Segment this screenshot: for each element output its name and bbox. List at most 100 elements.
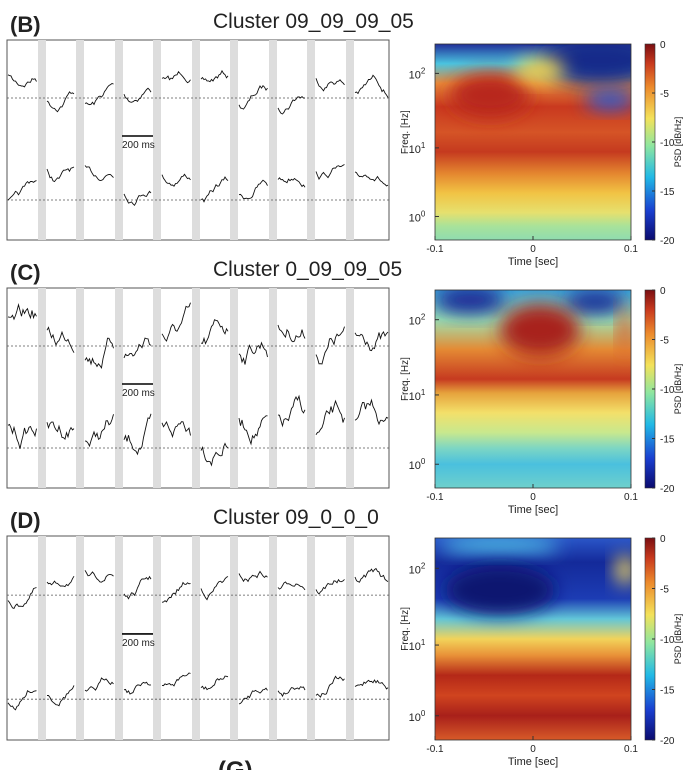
stimulus-band xyxy=(346,288,354,488)
trace xyxy=(7,689,37,711)
trace xyxy=(161,173,191,187)
y-tick-label: 102 xyxy=(409,561,426,576)
trace xyxy=(238,341,268,365)
trace xyxy=(200,442,229,467)
trace xyxy=(238,570,268,583)
y-axis-label: Freq. [Hz] xyxy=(400,110,411,154)
trace xyxy=(46,326,75,353)
y-tick-label: 100 xyxy=(409,457,426,472)
trace xyxy=(200,675,229,691)
trace xyxy=(200,319,229,345)
trace xyxy=(7,423,37,449)
tick-exponent: 0 xyxy=(421,209,426,218)
trace xyxy=(161,672,191,687)
scale-bar-label: 200 ms xyxy=(122,388,155,399)
stimulus-band xyxy=(307,536,315,740)
stimulus-band xyxy=(230,288,238,488)
colorbar-label: PSD [dB/Hz] xyxy=(673,117,683,168)
x-tick-label: -0.1 xyxy=(426,244,444,255)
trace xyxy=(315,399,345,436)
x-axis-label: Time [sec] xyxy=(508,256,558,268)
tick-base: 10 xyxy=(409,712,421,724)
spectrogram xyxy=(435,44,631,240)
trace xyxy=(277,581,306,591)
trace xyxy=(84,165,114,181)
y-tick-label: 101 xyxy=(409,638,426,653)
tick-exponent: 2 xyxy=(421,561,426,570)
tick-exponent: 1 xyxy=(421,141,426,150)
trace xyxy=(46,91,75,113)
trace xyxy=(123,413,152,456)
trace xyxy=(200,69,229,83)
trace xyxy=(47,685,75,707)
stimulus-band xyxy=(346,536,354,740)
x-tick-label: 0.1 xyxy=(624,744,638,755)
trace xyxy=(354,567,389,583)
tick-exponent: 1 xyxy=(421,638,426,647)
tick-base: 10 xyxy=(409,641,421,653)
y-axis-label: Freq. [Hz] xyxy=(400,607,411,651)
trace xyxy=(123,87,152,103)
x-tick-label: 0.1 xyxy=(624,492,638,503)
panel-title: Cluster 09_0_0_0 xyxy=(213,506,379,529)
stimulus-band xyxy=(115,536,123,740)
scale-bar-label: 200 ms xyxy=(122,638,155,649)
colorbar-tick-label: -10 xyxy=(660,385,675,396)
trace xyxy=(238,84,268,110)
panel-label: (B) xyxy=(10,12,41,37)
colorbar-tick-label: 0 xyxy=(660,40,666,51)
x-tick-label: 0 xyxy=(530,744,536,755)
stimulus-band xyxy=(76,536,84,740)
tick-exponent: 1 xyxy=(421,388,426,397)
trace xyxy=(238,687,268,705)
trace xyxy=(354,398,389,426)
stimulus-band xyxy=(307,288,315,488)
trace xyxy=(277,394,306,428)
stimulus-band xyxy=(230,40,238,240)
trace xyxy=(238,179,268,200)
colorbar-tick-label: -15 xyxy=(660,686,675,697)
spectrogram xyxy=(435,538,631,740)
trace xyxy=(200,176,229,203)
colorbar-label: PSD [dB/Hz] xyxy=(673,614,683,665)
tick-exponent: 0 xyxy=(421,709,426,718)
x-tick-label: -0.1 xyxy=(426,744,444,755)
scale-bar-label: 200 ms xyxy=(122,140,155,151)
stimulus-band xyxy=(269,536,277,740)
trace xyxy=(46,166,75,183)
colorbar-tick-label: -5 xyxy=(660,336,669,347)
stimulus-band xyxy=(192,288,200,488)
trace xyxy=(84,82,114,106)
stimulus-band xyxy=(76,288,84,488)
x-axis-label: Time [sec] xyxy=(508,504,558,516)
trace xyxy=(315,675,345,698)
stimulus-band xyxy=(269,40,277,240)
panel-label: (C) xyxy=(10,260,41,285)
trace xyxy=(354,330,389,352)
stimulus-band xyxy=(346,40,354,240)
x-tick-label: 0 xyxy=(530,244,536,255)
colorbar-tick-label: -15 xyxy=(660,187,675,198)
tick-exponent: 0 xyxy=(421,457,426,466)
trace xyxy=(84,570,114,583)
trace xyxy=(354,171,389,187)
trace xyxy=(354,74,389,98)
stimulus-band xyxy=(38,536,46,740)
y-tick-label: 100 xyxy=(409,709,426,724)
stimulus-band xyxy=(153,536,161,740)
tick-base: 10 xyxy=(409,460,421,472)
y-tick-label: 102 xyxy=(409,66,426,81)
panel-title: Cluster 0_09_09_05 xyxy=(213,258,402,281)
stimulus-band xyxy=(153,40,161,240)
trace xyxy=(84,677,114,692)
stimulus-band xyxy=(307,40,315,240)
stimulus-band xyxy=(153,288,161,488)
trace xyxy=(84,337,114,369)
x-tick-label: 0.1 xyxy=(624,244,638,255)
trace xyxy=(123,337,152,359)
tick-base: 10 xyxy=(409,212,421,224)
trace xyxy=(315,578,345,595)
colorbar-tick-label: 0 xyxy=(660,534,666,545)
trace xyxy=(238,415,268,446)
spectrogram xyxy=(435,290,631,488)
